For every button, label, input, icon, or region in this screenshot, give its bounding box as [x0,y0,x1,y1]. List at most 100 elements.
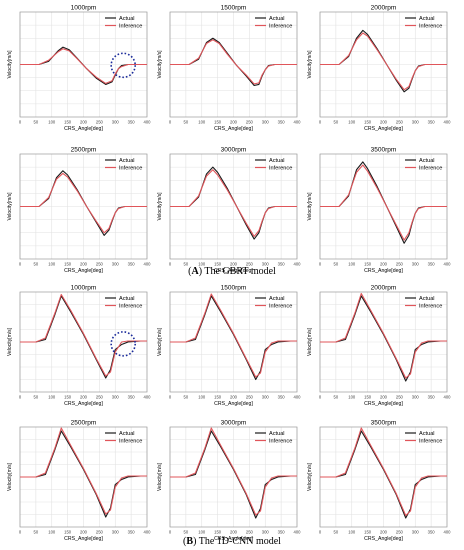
legend-label: Actual [419,158,435,164]
x-axis-label: CRS_Angle[deg] [64,126,103,132]
x-tick-label: 150 [364,395,372,400]
x-tick-label: 250 [96,530,104,535]
legend-label: Inference [419,166,442,172]
panel-b-3500rpm: 3500rpm 0 50 100 150 200 250 300 350 400 CRS_Angle… [307,420,451,543]
x-tick-label: 150 [214,262,222,267]
y-axis-label: Velocity[m/s] [7,50,13,79]
x-tick-label: 50 [334,530,339,535]
y-axis-label: Velocity[m/s] [307,192,313,221]
x-tick-label: 200 [80,530,88,535]
x-tick-label: 250 [96,262,104,267]
x-tick-label: 350 [128,120,136,125]
x-tick-label: 100 [198,262,206,267]
x-tick-label: 200 [380,262,388,267]
x-tick-label: 300 [262,395,270,400]
x-tick-label: 300 [412,120,420,125]
panel-b-3000rpm: 3000rpm 0 50 100 150 200 250 300 350 400 CRS_Angle… [157,420,301,543]
x-tick-label: 300 [262,120,270,125]
x-tick-label: 400 [444,120,452,125]
x-tick-label: 200 [380,395,388,400]
series-inference-line [170,427,297,516]
x-tick-label: 400 [144,530,152,535]
panel-b-2500rpm: 2500rpm 0 50 100 150 200 250 300 350 400 CRS_Angle… [7,420,151,543]
panel-title: 2000rpm [371,285,397,292]
series-inference-line [320,427,447,517]
x-tick-label: 50 [184,120,189,125]
x-tick-label: 100 [198,395,206,400]
legend-label: Inference [419,439,442,445]
series-inference-line [170,39,297,85]
panel-a-3500rpm: 3500rpm 0 50 100 150 200 250 300 350 400 CRS_Angle… [307,147,451,275]
x-tick-label: 250 [96,120,104,125]
x-tick-label: 200 [230,395,238,400]
x-axis-label: CRS_Angle[deg] [364,401,403,407]
x-tick-label: 250 [396,120,404,125]
x-tick-label: 400 [144,120,152,125]
annotation-circle [110,331,136,357]
series-inference-line [170,169,297,237]
panel-title: 2500rpm [71,420,97,427]
x-tick-label: 50 [34,262,39,267]
x-tick-label: 0 [169,120,172,125]
panel-a-3000rpm: 3000rpm 0 50 100 150 200 250 300 350 400 CRS_Angle… [157,147,301,275]
panel-a-1000rpm: 1000rpm 0 50 100 150 200 250 300 350 400 CRS_Angle… [7,5,151,133]
legend-label: Inference [119,304,142,310]
panel-b-1500rpm: 1500rpm 0 50 100 150 200 250 300 350 400 CRS_Angle… [157,285,301,408]
legend-label: Actual [269,431,285,437]
legend-label: Inference [119,24,142,30]
x-tick-label: 300 [112,395,120,400]
legend-label: Inference [269,439,292,445]
legend-label: Actual [269,158,285,164]
x-axis-label: CRS_Angle[deg] [214,401,253,407]
y-axis-label: Velocity[m/s] [157,192,163,221]
legend-label: Actual [419,16,435,22]
x-tick-label: 0 [169,395,172,400]
x-tick-label: 0 [169,530,172,535]
x-tick-label: 0 [19,530,22,535]
y-axis-label: Velocity[m/s] [157,462,163,491]
x-tick-label: 400 [144,262,152,267]
panel-title: 3500rpm [371,147,397,154]
x-tick-label: 200 [80,120,88,125]
x-tick-label: 50 [334,120,339,125]
legend-label: Actual [119,158,135,164]
x-tick-label: 400 [294,530,302,535]
annotation-circle [110,52,136,79]
x-tick-label: 150 [214,120,222,125]
legend-label: Actual [269,16,285,22]
x-tick-label: 250 [396,262,404,267]
x-tick-label: 50 [34,120,39,125]
x-axis-label: CRS_Angle[deg] [64,401,103,407]
x-axis-label: CRS_Angle[deg] [364,126,403,132]
series-inference-line [20,293,147,377]
x-tick-label: 350 [128,530,136,535]
legend-label: Inference [119,439,142,445]
x-tick-label: 100 [348,120,356,125]
y-axis-label: Velocity[m/s] [307,327,313,356]
legend-label: Inference [419,304,442,310]
panel-title: 3000rpm [221,420,247,427]
x-tick-label: 250 [246,120,254,125]
x-tick-label: 50 [334,395,339,400]
panel-title: 1500rpm [221,5,247,12]
x-tick-label: 350 [128,262,136,267]
x-tick-label: 100 [48,262,56,267]
x-tick-label: 150 [64,530,72,535]
caption-a: (A) The GBRT model [188,266,276,277]
legend-label: Actual [419,431,435,437]
x-tick-label: 300 [412,395,420,400]
x-tick-label: 150 [214,395,222,400]
y-axis-label: Velocity[m/s] [157,50,163,79]
panel-b-1000rpm: 1000rpm 0 50 100 150 200 250 300 350 400 CRS_Angle… [7,285,151,408]
x-tick-label: 0 [319,530,322,535]
x-tick-label: 150 [64,395,72,400]
x-tick-label: 100 [198,120,206,125]
x-tick-label: 350 [278,530,286,535]
legend-label: Actual [419,296,435,302]
x-tick-label: 350 [428,262,436,267]
x-tick-label: 100 [348,530,356,535]
x-tick-label: 0 [319,395,322,400]
legend-label: Inference [269,24,292,30]
x-tick-label: 200 [230,120,238,125]
x-tick-label: 300 [262,530,270,535]
